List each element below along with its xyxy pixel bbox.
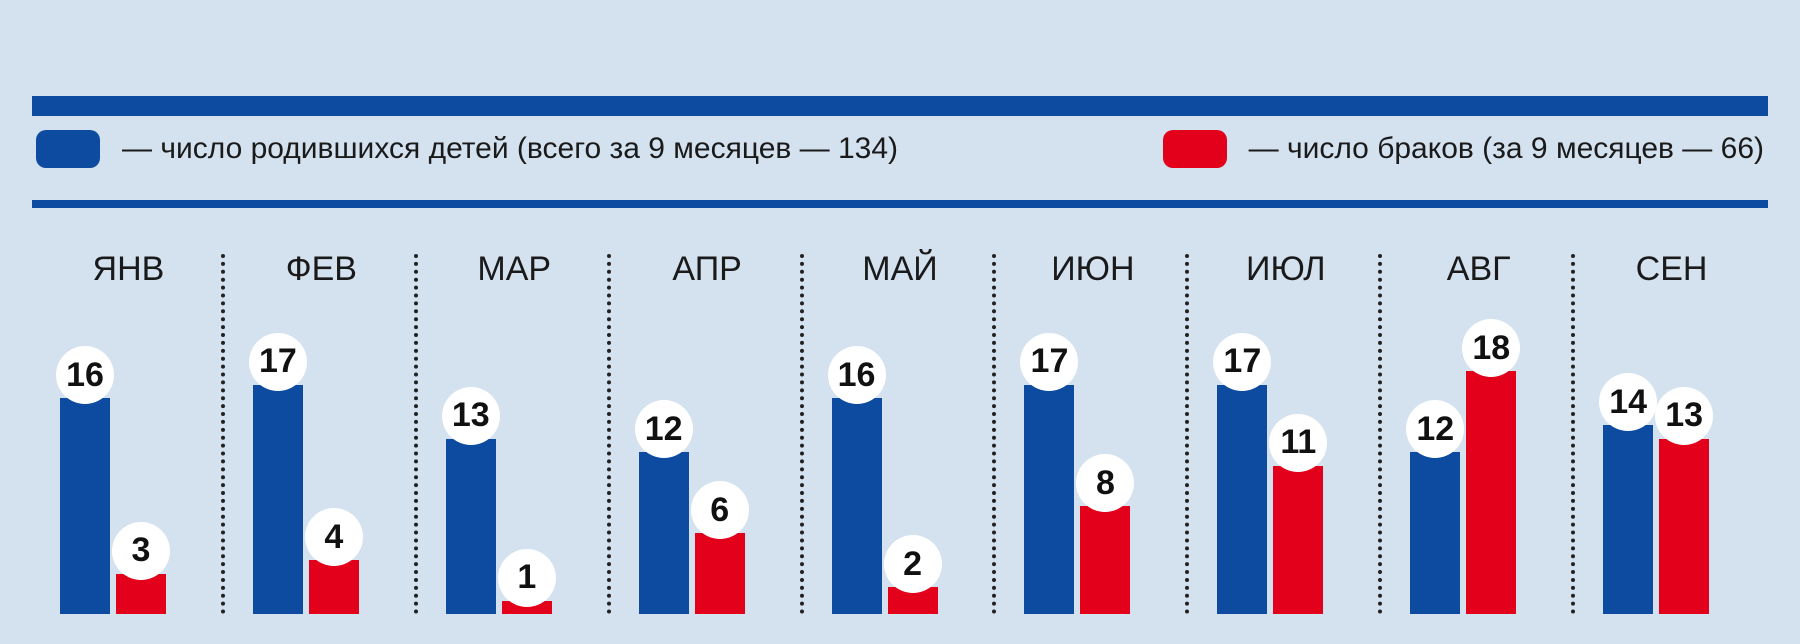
month-label: ИЮН: [1051, 250, 1134, 289]
legend-item-births: — число родившихся детей (всего за 9 мес…: [36, 130, 898, 168]
bar-births: [60, 398, 110, 614]
bar-chart: ЯНВ163ФЕВ174МАР131АПР126МАЙ162ИЮН178ИЮЛ1…: [32, 234, 1768, 614]
bar-marriages: [1659, 439, 1709, 615]
bar-births: [446, 439, 496, 615]
month-col: ИЮЛ1711: [1189, 234, 1382, 614]
value-badge-marriages: 4: [305, 508, 363, 566]
value-badge-marriages: 3: [112, 522, 170, 580]
bar-area: 13 1: [418, 314, 611, 614]
bar-marriages: [1273, 466, 1323, 615]
bar-births: [1217, 385, 1267, 615]
month-col: ЯНВ 16 3: [32, 234, 225, 614]
value-badge-births: 16: [828, 346, 886, 404]
value-badge-marriages: 2: [884, 535, 942, 593]
month-label: АПР: [672, 250, 741, 289]
month-col: СЕН 1413: [1575, 234, 1768, 614]
value-badge-births: 17: [1213, 333, 1271, 391]
legend-swatch-births: [36, 130, 100, 168]
value-badge-births: 13: [442, 387, 500, 445]
month-col: ФЕВ 17 4: [225, 234, 418, 614]
month-label: ИЮЛ: [1246, 250, 1326, 289]
month-label: СЕН: [1636, 250, 1708, 289]
bar-area: 17 4: [225, 314, 418, 614]
month-col: АВГ1218: [1382, 234, 1575, 614]
bar-marriages: [1466, 371, 1516, 614]
bar-area: 126: [611, 314, 804, 614]
legend-label-births: — число родившихся детей (всего за 9 мес…: [122, 132, 898, 166]
month-label: МАР: [477, 250, 551, 289]
value-badge-marriages: 18: [1462, 319, 1520, 377]
bar-marriages: [1080, 506, 1130, 614]
value-badge-births: 17: [249, 333, 307, 391]
value-badge-marriages: 6: [691, 481, 749, 539]
month-label: АВГ: [1447, 250, 1511, 289]
bar-births: [1410, 452, 1460, 614]
value-badge-marriages: 13: [1655, 387, 1713, 445]
bar-marriages: [116, 574, 166, 615]
bar-area: 16 3: [32, 314, 225, 614]
bar-marriages: [695, 533, 745, 614]
legend: — число родившихся детей (всего за 9 мес…: [32, 130, 1768, 168]
chart-container: — число родившихся детей (всего за 9 мес…: [0, 0, 1800, 644]
value-badge-births: 16: [56, 346, 114, 404]
bar-area: 1413: [1575, 314, 1768, 614]
value-badge-marriages: 1: [498, 549, 556, 607]
month-col: ИЮН 17 8: [996, 234, 1189, 614]
bar-births: [832, 398, 882, 614]
value-badge-marriages: 8: [1076, 454, 1134, 512]
value-badge-births: 17: [1020, 333, 1078, 391]
bar-area: 16 2: [804, 314, 997, 614]
legend-swatch-marriages: [1163, 130, 1227, 168]
month-label: ФЕВ: [286, 250, 357, 289]
top-rule: [32, 96, 1768, 116]
value-badge-marriages: 11: [1269, 414, 1327, 472]
bar-marriages: [309, 560, 359, 614]
month-label: МАЙ: [862, 250, 937, 289]
month-label: ЯНВ: [93, 250, 165, 289]
legend-underline: [32, 200, 1768, 208]
value-badge-births: 14: [1599, 373, 1657, 431]
bar-births: [1603, 425, 1653, 614]
bar-births: [639, 452, 689, 614]
legend-item-marriages: — число браков (за 9 месяцев — 66): [1163, 130, 1764, 168]
bar-births: [1024, 385, 1074, 615]
bar-area: 17 8: [996, 314, 1189, 614]
value-badge-births: 12: [1406, 400, 1464, 458]
month-col: МАР 13 1: [418, 234, 611, 614]
bar-births: [253, 385, 303, 615]
bar-area: 1218: [1382, 314, 1575, 614]
legend-label-marriages: — число браков (за 9 месяцев — 66): [1249, 132, 1764, 166]
month-col: АПР126: [611, 234, 804, 614]
month-col: МАЙ 16 2: [804, 234, 997, 614]
bar-area: 1711: [1189, 314, 1382, 614]
value-badge-births: 12: [635, 400, 693, 458]
